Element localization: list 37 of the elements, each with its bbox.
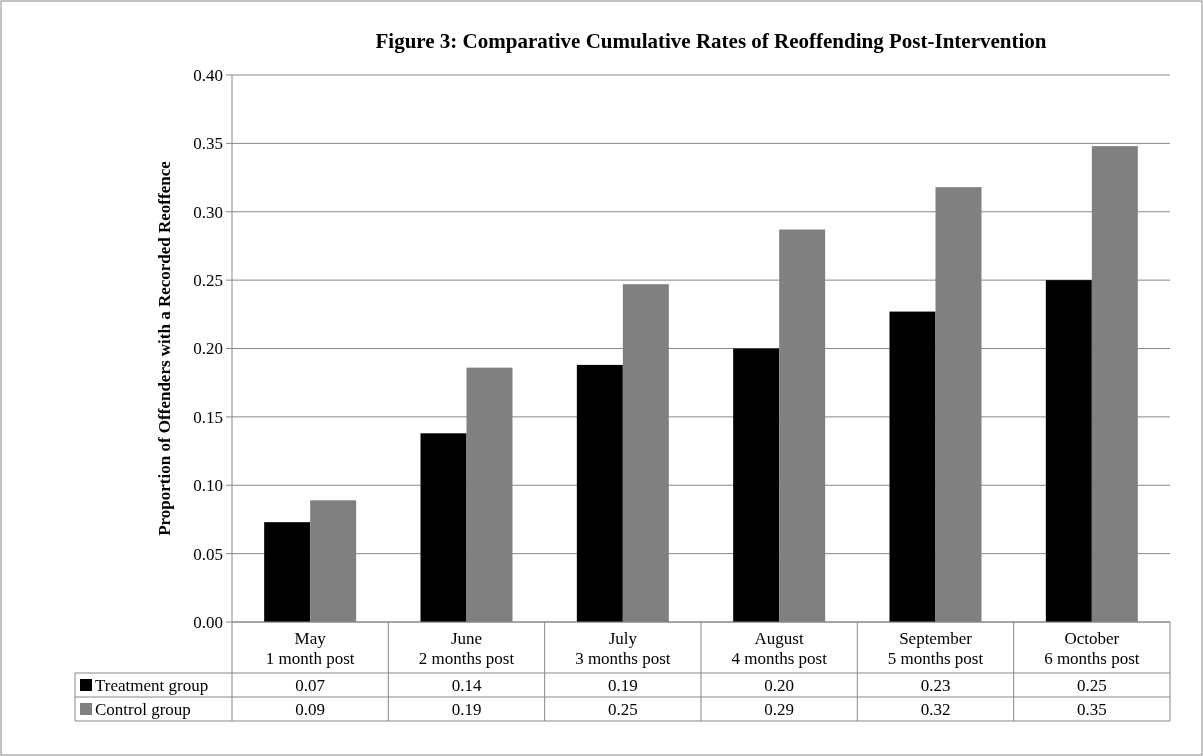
bar xyxy=(576,364,623,622)
x-tick-label: June 2 months post xyxy=(418,629,515,668)
y-axis-title: Proportion of Offenders with a Recorded Reoffence xyxy=(155,160,174,536)
bar xyxy=(1045,280,1092,622)
chart-title: Figure 3: Comparative Cumulative Rates of Reoffending Post-Intervention xyxy=(375,29,1047,53)
y-tick-label: 0.40 xyxy=(193,65,223,85)
y-tick-label: 0.15 xyxy=(193,407,223,427)
data-label: 0.32 xyxy=(920,699,951,719)
data-label: 0.25 xyxy=(607,699,638,719)
data-label: 0.23 xyxy=(920,675,951,695)
bar xyxy=(420,433,467,622)
y-tick-label: 0.30 xyxy=(193,202,223,222)
data-label: 0.29 xyxy=(764,699,795,719)
bar xyxy=(733,348,780,622)
x-tick-label: August 4 months post xyxy=(731,629,828,668)
bar xyxy=(264,522,311,622)
data-label: 0.07 xyxy=(295,675,326,695)
x-tick-label: October 6 months post xyxy=(1044,629,1140,668)
data-label: 0.25 xyxy=(1076,675,1107,695)
legend-label: Control group xyxy=(95,699,191,719)
data-label: 0.19 xyxy=(607,675,638,695)
data-label: 0.35 xyxy=(1076,699,1107,719)
x-tick-label: September 5 months post xyxy=(887,629,984,668)
y-tick-label: 0.35 xyxy=(193,134,223,154)
legend-label: Treatment group xyxy=(95,675,209,695)
y-tick-label: 0.10 xyxy=(193,476,223,496)
bar xyxy=(889,311,936,622)
data-label: 0.14 xyxy=(451,675,482,695)
data-label: 0.20 xyxy=(764,675,795,695)
y-tick-label: 0.05 xyxy=(193,544,223,564)
data-label: 0.19 xyxy=(451,699,482,719)
y-tick-label: 0.25 xyxy=(193,271,223,291)
y-tick-label: 0.00 xyxy=(193,612,223,632)
x-tick-label: May 1 month post xyxy=(265,629,355,668)
x-tick-label: July 3 months post xyxy=(575,629,671,668)
data-label: 0.09 xyxy=(295,699,326,719)
y-tick-label: 0.20 xyxy=(193,339,223,359)
